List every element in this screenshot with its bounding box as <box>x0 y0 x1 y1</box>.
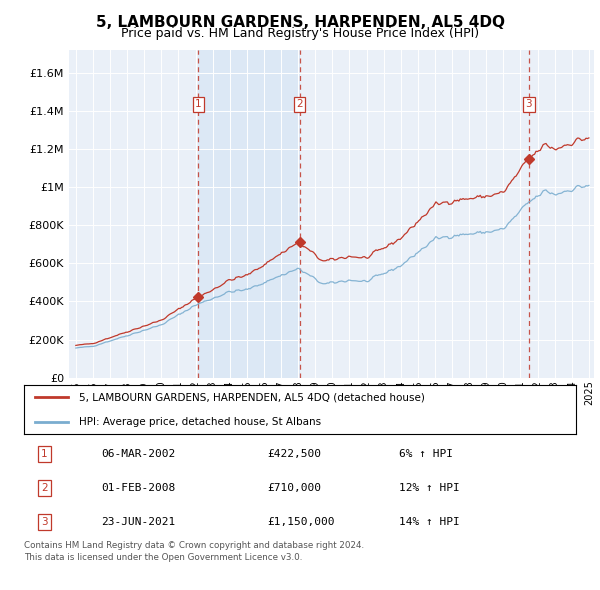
Bar <box>199 50 299 378</box>
Text: Price paid vs. HM Land Registry's House Price Index (HPI): Price paid vs. HM Land Registry's House … <box>121 27 479 40</box>
Text: 2: 2 <box>296 99 303 109</box>
Text: 23-JUN-2021: 23-JUN-2021 <box>101 517 176 527</box>
Text: 5, LAMBOURN GARDENS, HARPENDEN, AL5 4DQ: 5, LAMBOURN GARDENS, HARPENDEN, AL5 4DQ <box>95 15 505 30</box>
Text: £422,500: £422,500 <box>267 449 321 459</box>
Text: 6% ↑ HPI: 6% ↑ HPI <box>400 449 454 459</box>
Text: This data is licensed under the Open Government Licence v3.0.: This data is licensed under the Open Gov… <box>24 553 302 562</box>
Text: 1: 1 <box>41 449 48 459</box>
Text: £710,000: £710,000 <box>267 483 321 493</box>
Text: 14% ↑ HPI: 14% ↑ HPI <box>400 517 460 527</box>
Text: £1,150,000: £1,150,000 <box>267 517 334 527</box>
Text: 12% ↑ HPI: 12% ↑ HPI <box>400 483 460 493</box>
Text: 1: 1 <box>195 99 202 109</box>
Text: 2: 2 <box>41 483 48 493</box>
Text: 01-FEB-2008: 01-FEB-2008 <box>101 483 176 493</box>
Text: 5, LAMBOURN GARDENS, HARPENDEN, AL5 4DQ (detached house): 5, LAMBOURN GARDENS, HARPENDEN, AL5 4DQ … <box>79 392 425 402</box>
Text: 3: 3 <box>526 99 532 109</box>
Text: 06-MAR-2002: 06-MAR-2002 <box>101 449 176 459</box>
Text: Contains HM Land Registry data © Crown copyright and database right 2024.: Contains HM Land Registry data © Crown c… <box>24 541 364 550</box>
Text: 3: 3 <box>41 517 48 527</box>
Text: HPI: Average price, detached house, St Albans: HPI: Average price, detached house, St A… <box>79 417 322 427</box>
